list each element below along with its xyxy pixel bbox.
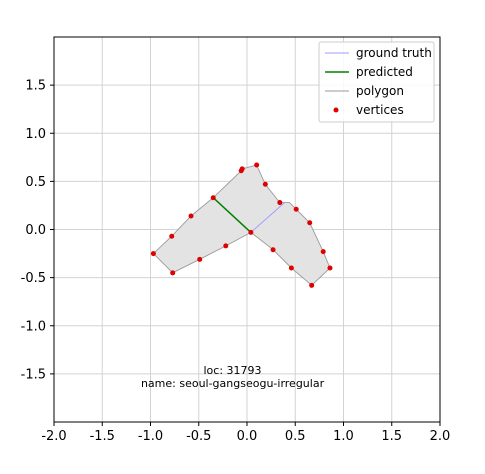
x-tick-label: 1.0 [333,429,354,444]
vertex-point [327,265,333,271]
x-tick-label: -1.0 [138,429,163,444]
y-tick-label: -1.5 [21,367,46,382]
vertex-point [320,249,326,255]
annotation: loc: 31793 name: seoul-gangseogu-irregul… [141,364,325,390]
legend-ground-truth-label: ground truth [356,46,432,60]
x-tick-label: -0.5 [186,429,211,444]
vertex-point [197,256,203,262]
y-tick-label: 1.5 [25,79,46,94]
x-tick-label: 0.5 [285,429,306,444]
annotation-name: name: seoul-gangseogu-irregular [141,377,325,390]
legend-predicted-label: predicted [356,65,413,79]
vertex-point [307,220,313,226]
ticks: -2.0 -1.5 -1.0 -0.5 0.0 0.5 1.0 1.5 2.0 -1.5 -1.0 -… [21,79,451,444]
vertex-point [150,251,156,257]
legend-polygon-label: polygon [356,84,404,98]
legend-box [318,41,435,123]
y-tick-label: -1.0 [21,319,46,334]
x-tick-label: 0.0 [237,429,258,444]
vertex-point [239,166,245,172]
y-tick-label: 0.5 [25,175,46,190]
legend-vertices-label: vertices [356,103,404,117]
vertex-point [262,181,268,187]
x-tick-label: 2.0 [430,429,451,444]
vertex-point [277,200,283,206]
vertex-point [170,270,176,276]
vertex-point [210,195,216,201]
plot-layer [150,162,333,288]
vertex-point [293,206,299,212]
x-tick-label: 1.5 [381,429,402,444]
y-tick-label: -0.5 [21,271,46,286]
predicted-line [212,197,252,233]
y-tick-label: 0.0 [25,223,46,238]
y-tick-label: 1.0 [25,127,46,142]
vertex-point [270,247,276,253]
x-tick-label: -2.0 [41,429,66,444]
polygon-shape [152,164,331,286]
annotation-loc: loc: 31793 [204,364,262,377]
vertex-point [188,213,194,219]
legend: ground truth predicted polygon vertices [318,41,435,123]
vertex-point [248,229,254,235]
legend-vertices-marker [333,107,339,113]
vertex-point [309,282,315,288]
vertex-point [223,243,229,249]
vertex-point [254,162,260,168]
vertex-point [169,233,175,239]
ground-truth-line [250,202,285,233]
x-tick-label: -1.5 [90,429,115,444]
vertex-point [288,265,294,271]
